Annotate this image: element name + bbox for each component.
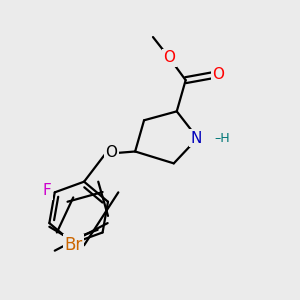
Text: O: O [105,146,117,160]
Text: O: O [163,50,175,65]
Text: F: F [43,183,52,198]
Text: O: O [212,67,224,82]
Text: Br: Br [64,236,83,253]
Text: –H: –H [214,132,230,145]
Text: N: N [190,130,202,146]
